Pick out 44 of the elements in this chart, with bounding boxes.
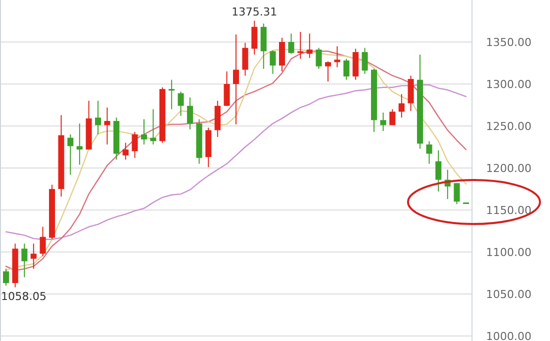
- candlestick: [334, 46, 340, 68]
- candlestick: [132, 131, 138, 158]
- candlestick: [76, 122, 83, 166]
- candlestick: [242, 42, 248, 76]
- y-tick-label: 1150.00: [486, 204, 532, 217]
- candlestick: [297, 31, 304, 60]
- y-tick-label: 1100.00: [486, 246, 532, 259]
- candlestick: [141, 118, 147, 145]
- candlestick: [251, 20, 258, 56]
- candlestick: [325, 60, 331, 82]
- candlestick: [270, 50, 276, 74]
- candlestick: [435, 150, 442, 192]
- candlestick: [389, 108, 396, 126]
- candlestick: [233, 34, 239, 125]
- candlestick: [454, 182, 460, 205]
- annotation: 1375.31: [232, 6, 278, 19]
- y-tick-label: 1050.00: [486, 288, 532, 301]
- candlestick: [224, 70, 230, 106]
- y-tick-label: 1350.00: [486, 36, 532, 49]
- candlestick: [279, 37, 285, 72]
- candlestick: [122, 142, 129, 160]
- candlestick: [288, 33, 294, 54]
- candlestick: [168, 79, 175, 110]
- candlestick: [306, 33, 313, 58]
- annotation: 1058.05: [1, 290, 46, 304]
- candlestick: [426, 140, 432, 164]
- candlestick: [21, 243, 28, 278]
- candlestick: [95, 100, 101, 135]
- candlestick: [316, 47, 322, 70]
- y-tick-label: 1200.00: [486, 162, 532, 175]
- candlestick: [178, 91, 184, 116]
- candlestick: [67, 134, 74, 176]
- candlestick: [30, 243, 37, 270]
- candlestick: [187, 96, 193, 130]
- candlestick: [3, 268, 9, 286]
- candlestick: [104, 107, 110, 145]
- candlestick: [398, 94, 405, 118]
- candlestick: [362, 47, 368, 74]
- candlestick: [380, 112, 386, 132]
- y-tick-label: 1300.00: [486, 78, 532, 91]
- y-tick-label: 1250.00: [486, 120, 532, 133]
- y-tick-label: 1000.00: [486, 330, 532, 341]
- candlestick: [343, 58, 350, 80]
- candlestick: [40, 226, 46, 257]
